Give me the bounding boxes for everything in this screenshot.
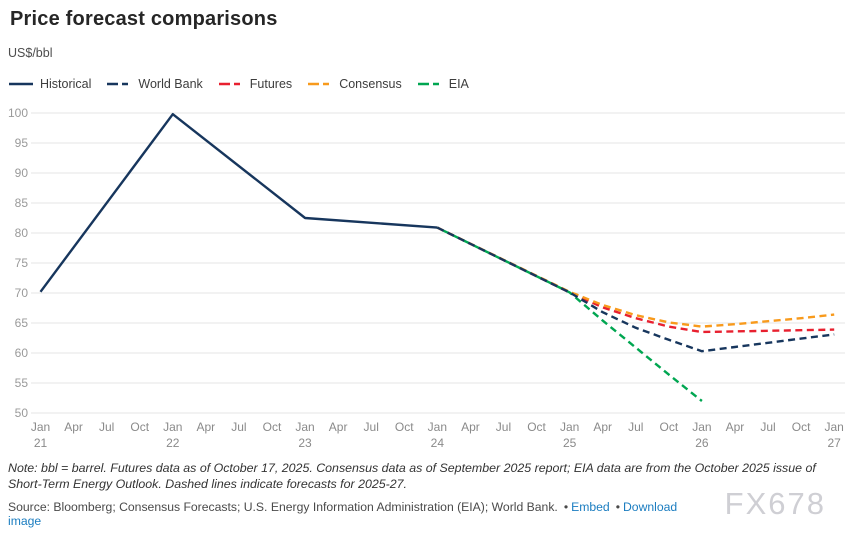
x-axis-year-label: 21 bbox=[34, 436, 48, 450]
x-axis-tick-label: Apr bbox=[461, 420, 480, 434]
y-axis-tick-label: 60 bbox=[15, 346, 29, 360]
footnote: Note: bbl = barrel. Futures data as of O… bbox=[8, 461, 816, 491]
bullet-separator: • bbox=[615, 500, 620, 514]
y-axis-tick-label: 100 bbox=[8, 106, 28, 120]
source-line: Source: Bloomberg; Consensus Forecasts; … bbox=[8, 500, 708, 528]
x-axis-tick-label: Jul bbox=[496, 420, 511, 434]
series-line-world-bank bbox=[436, 226, 835, 353]
y-axis-tick-label: 55 bbox=[15, 376, 29, 390]
series-line-consensus bbox=[436, 226, 835, 328]
download-image-link[interactable]: Download image bbox=[8, 500, 678, 528]
x-axis-tick-label: Apr bbox=[64, 420, 83, 434]
legend: Historical World Bank Futures Consensus EIA bbox=[8, 77, 469, 91]
y-axis-tick-label: 50 bbox=[15, 406, 29, 420]
legend-marker-icon bbox=[9, 82, 33, 86]
x-axis-year-label: 22 bbox=[166, 436, 180, 450]
y-axis-unit-label: US$/bbl bbox=[8, 46, 53, 60]
legend-marker-icon bbox=[107, 82, 132, 86]
x-axis-tick-label: Apr bbox=[593, 420, 612, 434]
legend-item-consensus: Consensus bbox=[307, 77, 402, 91]
x-axis-tick-label: Oct bbox=[527, 420, 546, 434]
x-axis-tick-label: Jan bbox=[825, 420, 844, 434]
y-axis-tick-label: 70 bbox=[15, 286, 29, 300]
y-axis-tick-label: 85 bbox=[15, 196, 29, 210]
x-axis-tick-label: Oct bbox=[395, 420, 414, 434]
x-axis-tick-label: Jan bbox=[428, 420, 447, 434]
y-axis-tick-label: 95 bbox=[15, 136, 29, 150]
x-axis-tick-label: Jul bbox=[628, 420, 643, 434]
legend-item-eia: EIA bbox=[417, 77, 469, 91]
series-line-futures bbox=[436, 226, 835, 334]
legend-item-futures: Futures bbox=[218, 77, 292, 91]
y-axis-tick-label: 90 bbox=[15, 166, 29, 180]
legend-item-historical: Historical bbox=[8, 77, 91, 91]
legend-label: EIA bbox=[448, 77, 469, 91]
legend-marker-icon bbox=[417, 82, 442, 86]
x-axis-tick-label: Jul bbox=[231, 420, 246, 434]
legend-label: Futures bbox=[249, 77, 293, 91]
x-axis-year-label: 27 bbox=[828, 436, 842, 450]
legend-marker-icon bbox=[218, 82, 243, 86]
y-axis-tick-label: 80 bbox=[15, 226, 29, 240]
series-line-historical bbox=[39, 112, 438, 293]
x-axis-tick-label: Jan bbox=[163, 420, 182, 434]
x-axis-tick-label: Apr bbox=[329, 420, 348, 434]
source-text: Source: Bloomberg; Consensus Forecasts; … bbox=[8, 500, 558, 514]
series-line-eia bbox=[436, 226, 703, 402]
x-axis-tick-label: Jan bbox=[295, 420, 314, 434]
x-axis-tick-label: Oct bbox=[263, 420, 282, 434]
x-axis-year-label: 23 bbox=[298, 436, 312, 450]
x-axis-tick-label: Apr bbox=[726, 420, 745, 434]
x-axis-tick-label: Jan bbox=[31, 420, 50, 434]
legend-label: World Bank bbox=[138, 77, 203, 91]
page-title: Price forecast comparisons bbox=[10, 8, 278, 30]
y-axis-tick-label: 65 bbox=[15, 316, 29, 330]
x-axis-year-label: 25 bbox=[563, 436, 577, 450]
y-axis-tick-label: 75 bbox=[15, 256, 29, 270]
x-axis-tick-label: Jul bbox=[99, 420, 114, 434]
x-axis-tick-label: Jul bbox=[364, 420, 379, 434]
legend-label: Historical bbox=[40, 77, 92, 91]
x-axis-year-label: 24 bbox=[431, 436, 445, 450]
legend-item-world-bank: World Bank bbox=[106, 77, 203, 91]
embed-link[interactable]: Embed bbox=[571, 500, 610, 514]
x-axis-year-label: 26 bbox=[695, 436, 709, 450]
x-axis-tick-label: Oct bbox=[130, 420, 149, 434]
x-axis-tick-label: Apr bbox=[197, 420, 216, 434]
x-axis-tick-label: Jul bbox=[760, 420, 775, 434]
x-axis-tick-label: Jan bbox=[692, 420, 711, 434]
x-axis-tick-label: Oct bbox=[659, 420, 678, 434]
bullet-separator: • bbox=[563, 500, 569, 514]
x-axis-tick-label: Oct bbox=[792, 420, 811, 434]
x-axis-tick-label: Jan bbox=[560, 420, 579, 434]
legend-marker-icon bbox=[308, 82, 333, 86]
legend-label: Consensus bbox=[339, 77, 402, 91]
fx678-watermark: FX678 bbox=[724, 486, 826, 521]
